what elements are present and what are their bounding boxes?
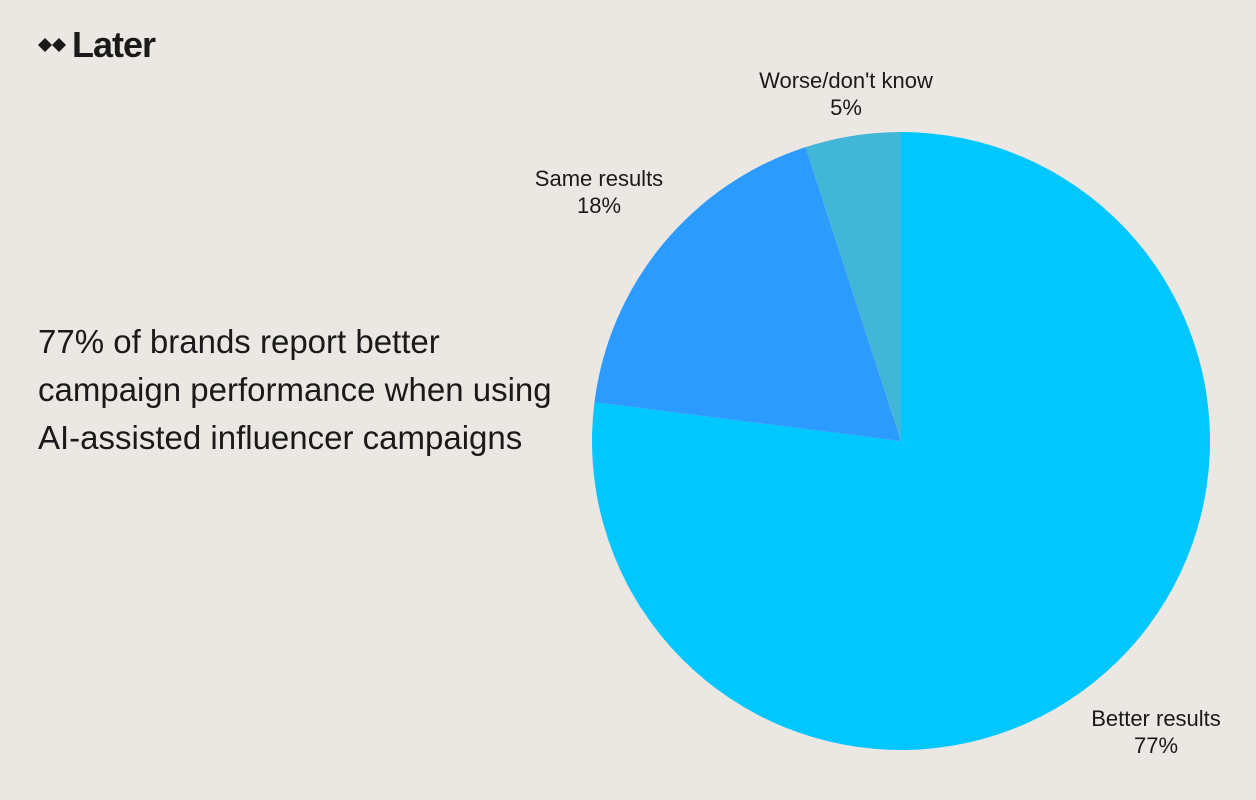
- slice-value-label: 18%: [577, 193, 621, 218]
- pie-slice-better-results: [592, 132, 1211, 750]
- slice-label: Worse/don't know: [759, 68, 933, 93]
- brand-name: Later: [72, 24, 156, 65]
- slice-value-label: 5%: [830, 95, 862, 120]
- slice-value-label: 77%: [1134, 733, 1178, 758]
- later-logo: Later: [38, 24, 156, 65]
- headline: 77% of brands report better campaign per…: [38, 323, 552, 456]
- slice-label: Better results: [1091, 706, 1221, 731]
- slice-label: Same results: [535, 166, 663, 191]
- later-diamond-icon: [38, 38, 66, 52]
- pie-slice-same-results: [594, 147, 901, 441]
- pie-slice-worse-don-t-know: [805, 132, 901, 441]
- pie-slices: [592, 132, 1211, 750]
